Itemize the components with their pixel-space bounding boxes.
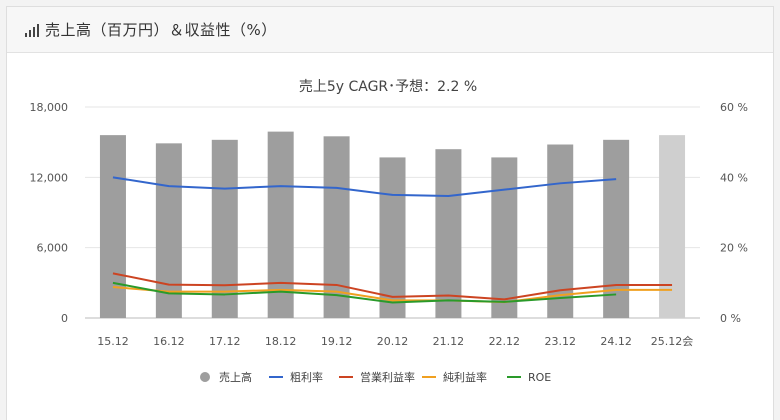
y-right-tick-label: 40 % xyxy=(720,171,748,184)
x-tick-label: 25.12会 xyxy=(651,335,694,348)
bar-17.12 xyxy=(211,139,238,318)
x-tick-label: 23.12 xyxy=(544,335,576,348)
line-ROE xyxy=(112,281,617,304)
bar-16.12 xyxy=(155,143,182,318)
legend-label: ROE xyxy=(528,371,551,384)
x-tick-label: 19.12 xyxy=(321,335,353,348)
y-left-tick-label: 6,000 xyxy=(37,242,69,255)
x-tick-label: 17.12 xyxy=(209,335,241,348)
legend-label: 売上高 xyxy=(219,370,252,384)
bar-chart-icon xyxy=(25,23,39,37)
y-right-tick-label: 20 % xyxy=(720,242,748,255)
y-left-tick-label: 0 xyxy=(61,312,68,325)
bar-20.12 xyxy=(379,157,406,318)
legend-label: 営業利益率 xyxy=(360,370,415,384)
card-header: 売上高（百万円）＆収益性（%） xyxy=(7,7,773,53)
x-tick-label: 20.12 xyxy=(377,335,409,348)
line-営業利益率 xyxy=(112,272,673,301)
y-left-tick-label: 12,000 xyxy=(30,171,69,184)
line-粗利率 xyxy=(112,176,617,197)
chart-title: 売上5y CAGR･予想：2.2 % xyxy=(299,79,477,95)
x-tick-label: 22.12 xyxy=(489,335,521,348)
card-title: 売上高（百万円）＆収益性（%） xyxy=(45,21,277,39)
bar-24.12 xyxy=(603,139,630,318)
line-純利益率 xyxy=(112,286,673,304)
legend-label: 純利益率 xyxy=(443,370,487,384)
chart-card: 売上高（百万円）＆収益性（%） xyxy=(6,6,774,420)
x-tick-label: 18.12 xyxy=(265,335,297,348)
y-right-tick-label: 60 % xyxy=(720,101,748,114)
x-tick-label: 15.12 xyxy=(97,335,129,348)
legend-label: 粗利率 xyxy=(290,370,323,384)
y-left-tick-label: 18,000 xyxy=(30,101,69,114)
y-right-tick-label: 0 % xyxy=(720,312,741,325)
bar-21.12 xyxy=(435,149,462,318)
bar-25.12会 xyxy=(659,135,686,318)
bar-15.12 xyxy=(99,135,126,318)
legend-marker-bar xyxy=(200,372,210,382)
x-tick-label: 21.12 xyxy=(433,335,465,348)
bar-22.12 xyxy=(491,157,518,318)
x-tick-label: 16.12 xyxy=(153,335,185,348)
x-tick-label: 24.12 xyxy=(600,335,632,348)
bar-18.12 xyxy=(267,131,294,318)
